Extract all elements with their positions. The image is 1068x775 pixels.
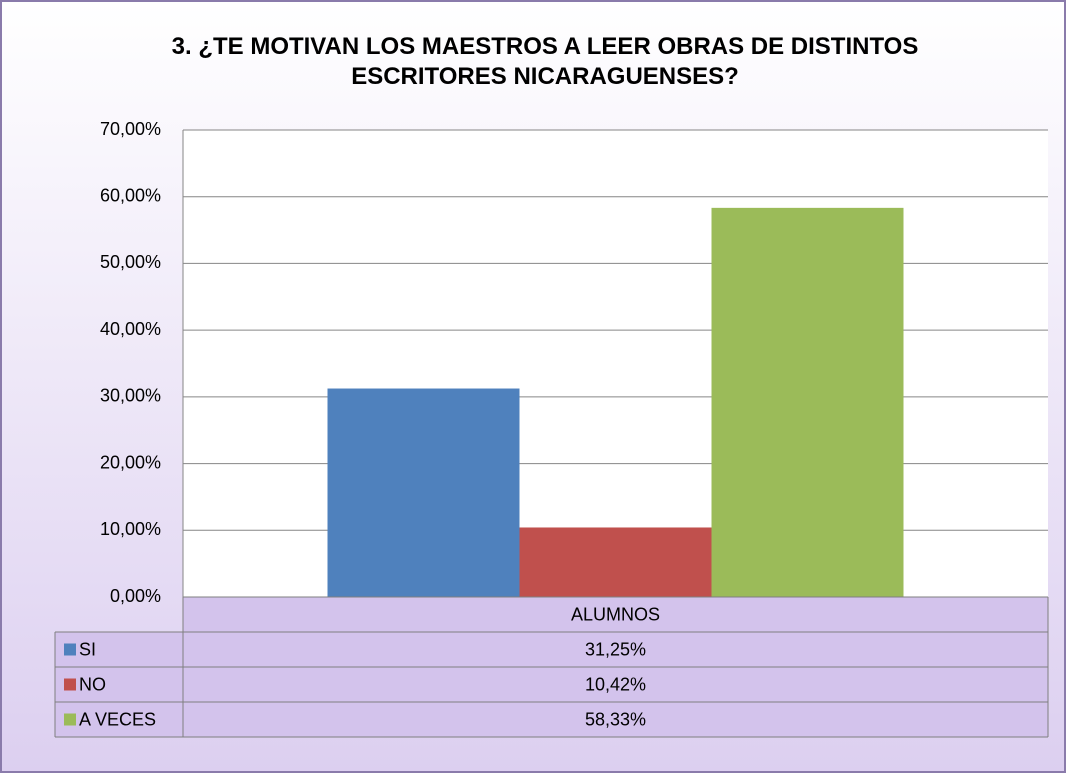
legend-key [64,643,76,656]
bar [519,527,712,597]
y-tick-label: 60,00% [100,185,161,205]
y-tick-label: 30,00% [100,386,161,406]
legend-label: NO [79,674,106,694]
y-tick-label: 0,00% [110,586,161,606]
y-tick-label: 40,00% [100,319,161,339]
data-label: 58,33% [585,709,646,729]
y-tick-label: 20,00% [100,452,161,472]
data-table-legend-bg [55,632,183,737]
data-label: 31,25% [585,639,646,659]
legend-label: A VECES [79,709,156,729]
data-label: 10,42% [585,674,646,694]
chart-title: 3. ¿TE MOTIVAN LOS MAESTROS A LEER OBRAS… [171,33,919,90]
legend-label: SI [79,639,96,659]
bar [327,388,520,597]
legend-key [64,678,76,691]
y-tick-label: 50,00% [100,252,161,272]
y-tick-label: 10,00% [100,519,161,539]
y-tick-label: 70,00% [100,119,161,139]
legend-key [64,713,76,726]
bar [711,207,904,597]
plot-area [183,130,1048,597]
x-tick-label: ALUMNOS [571,604,660,624]
